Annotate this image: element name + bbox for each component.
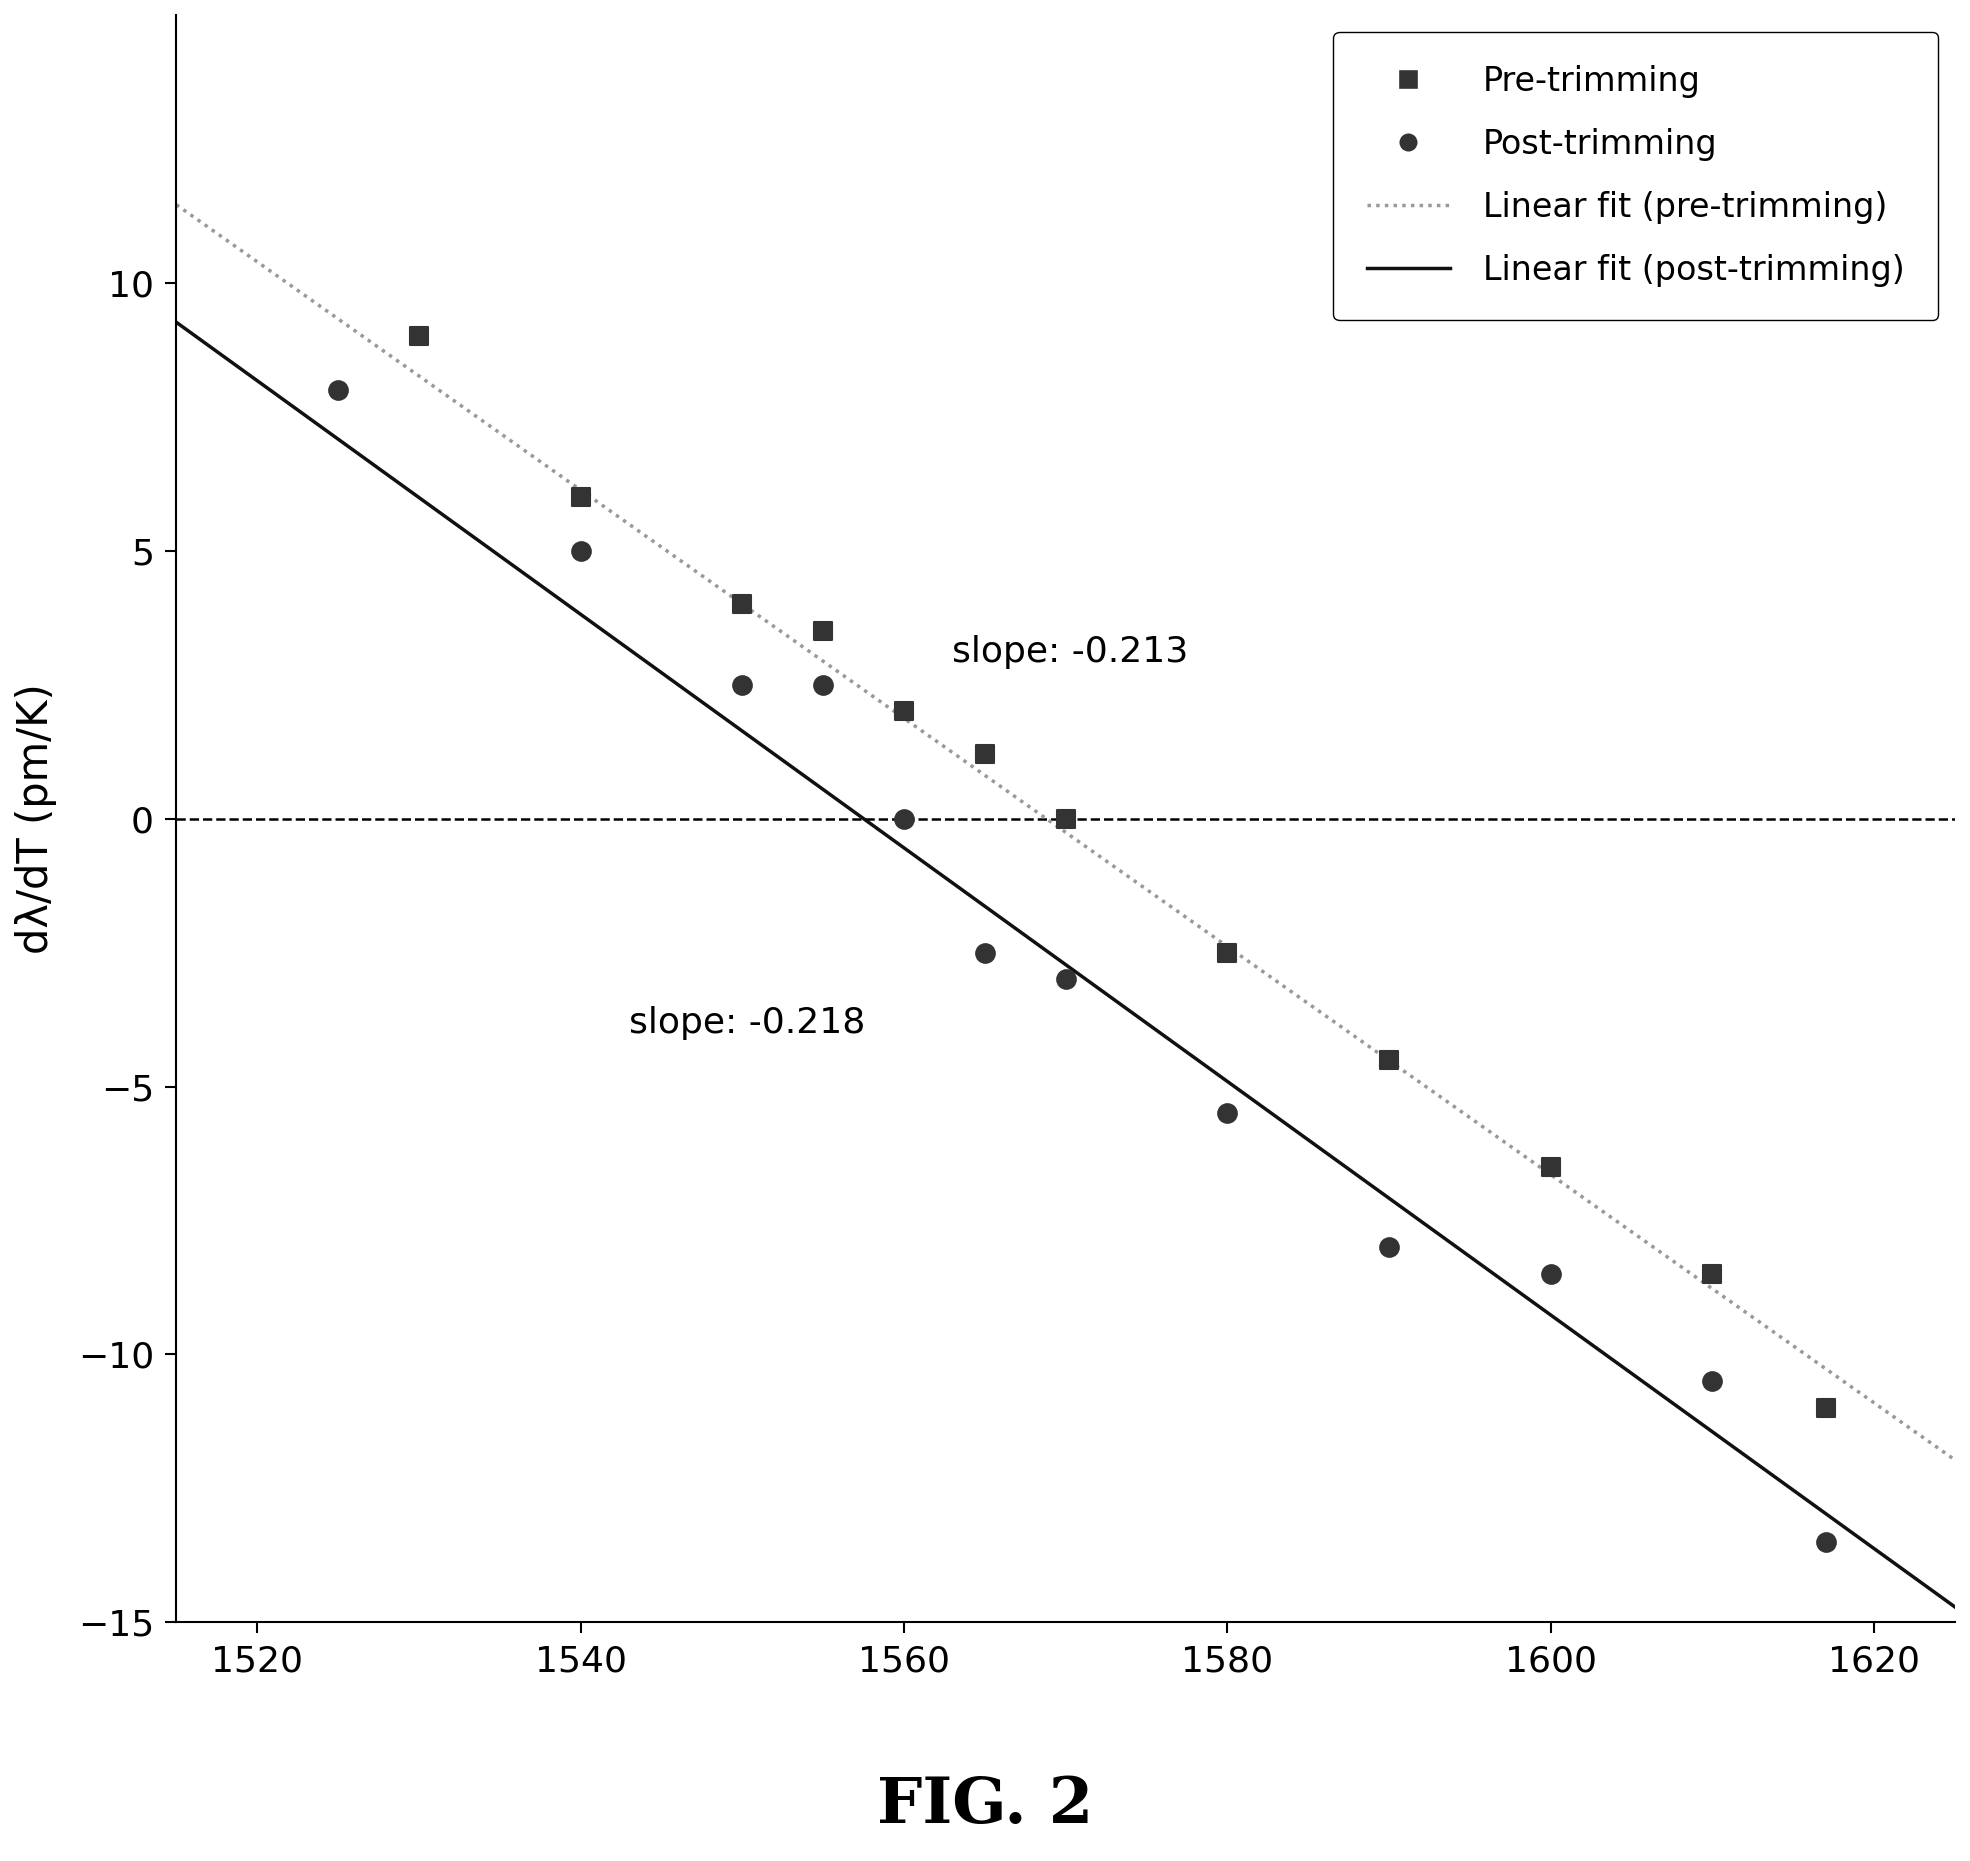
Point <box>1050 804 1082 834</box>
Point <box>808 670 839 700</box>
Y-axis label: dλ/dT (pm/K): dλ/dT (pm/K) <box>16 683 57 955</box>
Legend: Pre-trimming, Post-trimming, Linear fit (pre-trimming), Linear fit (post-trimmin: Pre-trimming, Post-trimming, Linear fit … <box>1334 32 1938 320</box>
Point <box>1535 1152 1566 1182</box>
Point <box>969 739 1001 769</box>
Point <box>1696 1366 1728 1396</box>
Text: slope: -0.213: slope: -0.213 <box>952 635 1188 668</box>
Point <box>1050 964 1082 994</box>
Text: slope: -0.218: slope: -0.218 <box>628 1007 865 1040</box>
Point <box>727 590 758 620</box>
Point <box>888 696 920 726</box>
Text: FIG. 2: FIG. 2 <box>877 1775 1093 1835</box>
Point <box>323 376 355 406</box>
Point <box>1810 1528 1842 1558</box>
Point <box>565 536 597 566</box>
Point <box>1212 1098 1243 1128</box>
Point <box>808 616 839 646</box>
Point <box>404 322 435 352</box>
Point <box>1696 1260 1728 1290</box>
Point <box>727 670 758 700</box>
Point <box>1535 1260 1566 1290</box>
Point <box>1373 1044 1405 1074</box>
Point <box>969 938 1001 968</box>
Point <box>565 482 597 512</box>
Point <box>1212 938 1243 968</box>
Point <box>1810 1394 1842 1424</box>
Point <box>1373 1232 1405 1262</box>
Point <box>888 804 920 834</box>
